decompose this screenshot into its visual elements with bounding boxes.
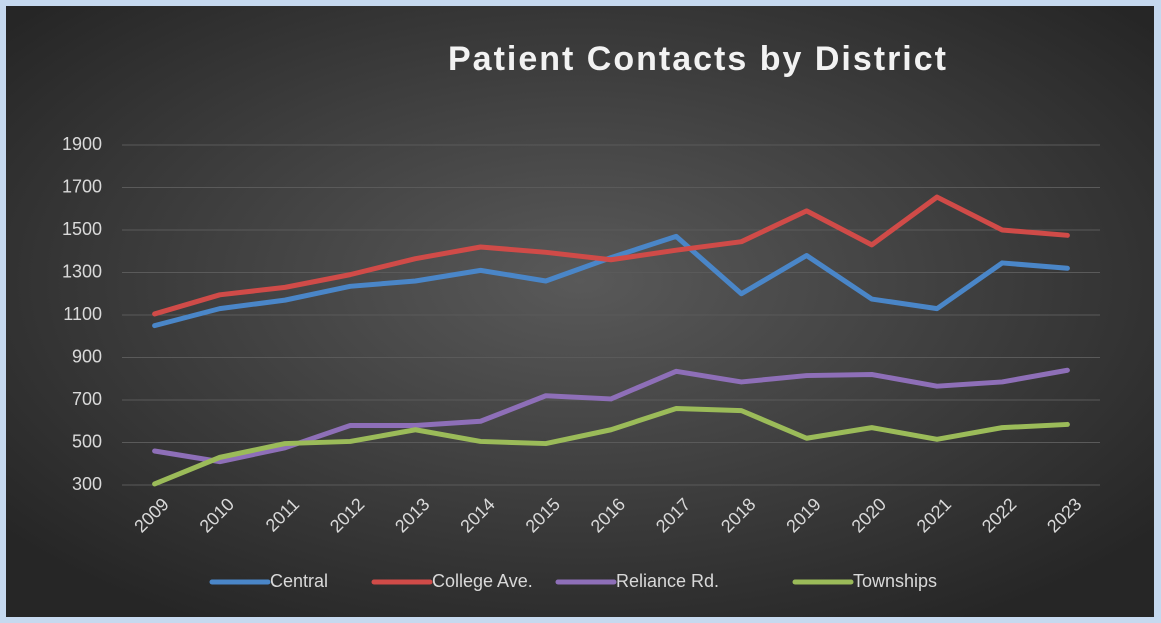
y-tick-label: 700: [72, 389, 102, 409]
chart-background: [6, 6, 1154, 617]
legend-label: Central: [270, 571, 328, 591]
y-tick-label: 1900: [62, 134, 102, 154]
legend-label: Townships: [853, 571, 937, 591]
chart-title: Patient Contacts by District: [448, 40, 948, 78]
series-line: [152, 194, 1070, 317]
y-tick-label: 900: [72, 346, 102, 366]
y-tick-label: 300: [72, 474, 102, 494]
series-line: [152, 406, 1070, 487]
y-tick-label: 1300: [62, 261, 102, 281]
y-tick-label: 1500: [62, 219, 102, 239]
legend-label: Reliance Rd.: [616, 571, 719, 591]
y-tick-label: 1700: [62, 176, 102, 196]
y-tick-label: 500: [72, 431, 102, 451]
y-tick-label: 1100: [63, 304, 102, 324]
legend-label: College Ave.: [432, 571, 533, 591]
